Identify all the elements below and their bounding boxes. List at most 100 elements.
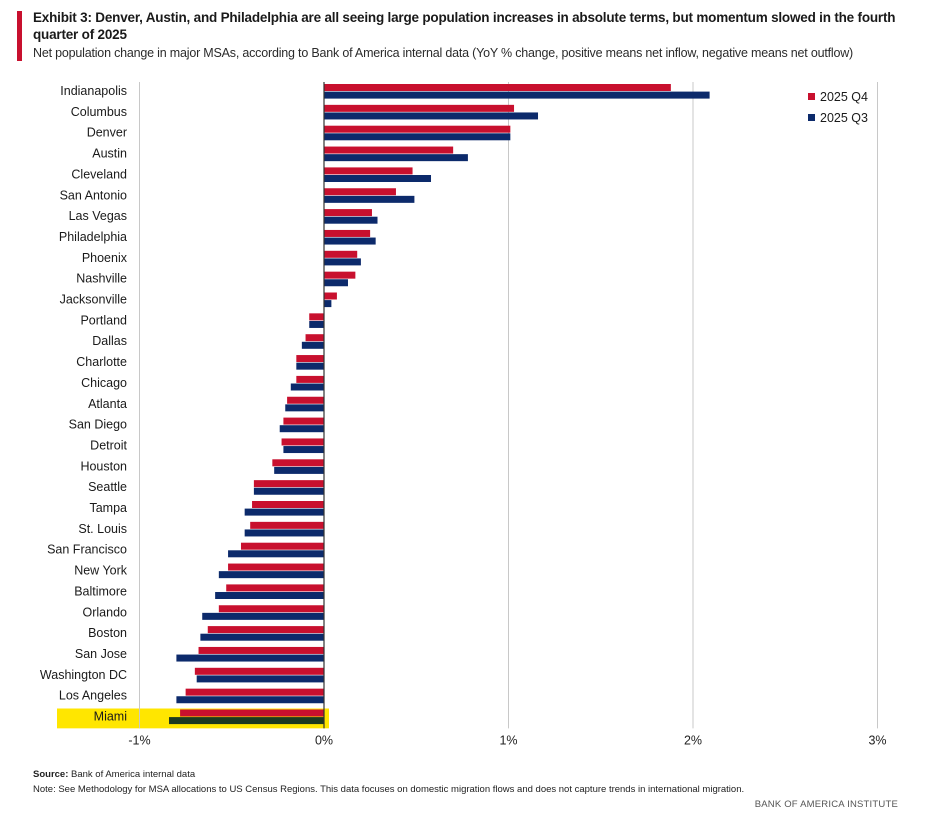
bar-q3 xyxy=(301,341,324,349)
bar-q4 xyxy=(180,709,324,717)
category-label: Seattle xyxy=(88,480,127,494)
category-label: Los Angeles xyxy=(59,689,127,703)
category-label: St. Louis xyxy=(78,522,127,536)
bar-q3 xyxy=(324,237,376,245)
bar-q4 xyxy=(194,667,324,675)
bar-q4 xyxy=(281,438,324,446)
chart-subtitle: Net population change in major MSAs, acc… xyxy=(33,46,853,60)
category-label: Orlando xyxy=(83,605,128,619)
bar-q3 xyxy=(324,175,432,182)
bar-q3 xyxy=(218,571,324,579)
category-label: Las Vegas xyxy=(69,209,127,223)
bar-q3 xyxy=(324,91,710,99)
brand-logo-text: BANK OF AMERICA INSTITUTE xyxy=(754,799,898,810)
category-label: Charlotte xyxy=(76,355,127,369)
category-label: Portland xyxy=(80,313,127,327)
bar-chart: Indianapolis Columbus Denver Austin Clevelan… xyxy=(40,82,887,747)
bar-q4 xyxy=(324,146,454,154)
bar-q3 xyxy=(324,112,539,120)
bar-q3 xyxy=(324,300,332,308)
legend-label-q3: 2025 Q3 xyxy=(820,110,868,125)
bar-q3 xyxy=(202,612,324,620)
bar-q3 xyxy=(324,195,415,203)
chart-title: Exhibit 3: Denver, Austin, and Philadelp… xyxy=(33,10,896,42)
category-label: Jacksonville xyxy=(60,293,127,307)
source-text: Bank of America internal data xyxy=(71,769,196,780)
source-line: Source: Bank of America internal data xyxy=(33,769,195,780)
bar-q4 xyxy=(324,209,372,217)
legend-swatch-q4 xyxy=(808,93,815,100)
bar-q3 xyxy=(200,633,324,641)
bar-q4 xyxy=(296,355,324,363)
category-label: Washington DC xyxy=(40,668,127,682)
bar-q4 xyxy=(324,250,358,258)
methodology-note: Note: See Methodology for MSA allocation… xyxy=(33,784,745,795)
bar-q3 xyxy=(176,696,324,704)
bar-q4 xyxy=(218,605,324,613)
bar-q4 xyxy=(324,104,515,112)
bar-q3 xyxy=(228,550,324,558)
x-tick-label: 1% xyxy=(499,733,517,747)
bar-q3 xyxy=(285,404,324,412)
category-label: Dallas xyxy=(92,334,127,348)
bar-q3 xyxy=(283,446,324,454)
x-tick-label: -1% xyxy=(128,733,150,747)
legend-swatch-q3 xyxy=(808,114,815,121)
bar-q4 xyxy=(272,459,324,467)
bar-q4 xyxy=(287,396,324,404)
bar-q4 xyxy=(305,334,324,342)
bar-q4 xyxy=(296,375,324,383)
bar-q4 xyxy=(198,646,324,654)
legend-item-q4: 2025 Q4 xyxy=(808,86,868,107)
category-label: Cleveland xyxy=(71,167,127,181)
bar-q4 xyxy=(250,521,324,529)
category-label: Boston xyxy=(88,626,127,640)
bar-q3 xyxy=(324,216,378,224)
category-label: Denver xyxy=(87,126,127,140)
bar-q4 xyxy=(324,125,511,133)
bar-q3 xyxy=(324,133,511,141)
bar-q3 xyxy=(324,279,348,287)
category-label: Houston xyxy=(80,459,127,473)
bar-q3 xyxy=(296,362,324,370)
legend-item-q3: 2025 Q3 xyxy=(808,107,868,128)
category-label: Columbus xyxy=(71,105,127,119)
category-label: Indianapolis xyxy=(60,84,127,98)
bar-q3 xyxy=(290,383,324,391)
category-label: Detroit xyxy=(90,438,127,452)
bar-q4 xyxy=(283,417,324,425)
bar-q4 xyxy=(324,271,356,279)
bar-q3 xyxy=(244,508,324,516)
category-label: Phoenix xyxy=(82,251,128,265)
bar-q4 xyxy=(309,313,324,321)
legend-label-q4: 2025 Q4 xyxy=(820,89,868,104)
bar-q4 xyxy=(226,584,324,592)
category-label: Austin xyxy=(92,147,127,161)
category-label: New York xyxy=(74,564,128,578)
category-label: Tampa xyxy=(89,501,127,515)
category-label: Philadelphia xyxy=(59,230,127,244)
bar-q4 xyxy=(185,688,324,696)
bar-q4 xyxy=(253,480,324,488)
x-tick-label: 0% xyxy=(315,733,333,747)
bar-q3 xyxy=(324,258,361,266)
source-label: Source: xyxy=(33,769,69,780)
bar-q4 xyxy=(228,563,324,571)
x-tick-label: 3% xyxy=(868,733,886,747)
category-label: Miami xyxy=(94,710,127,724)
bar-q3 xyxy=(279,425,324,433)
category-label: San Jose xyxy=(75,647,127,661)
category-label: Chicago xyxy=(81,376,127,390)
category-label: Atlanta xyxy=(88,397,127,411)
bar-q3 xyxy=(324,154,468,162)
category-label: Baltimore xyxy=(74,584,127,598)
bar-q3 xyxy=(176,654,324,662)
bar-q3 xyxy=(215,592,324,599)
bar-q4 xyxy=(324,188,396,196)
category-label: San Diego xyxy=(69,418,127,432)
bar-q4 xyxy=(324,84,671,91)
title-accent-bar xyxy=(17,11,22,61)
bar-q4 xyxy=(324,167,413,175)
bar-q3 xyxy=(196,675,324,683)
bar-q4 xyxy=(324,229,371,237)
